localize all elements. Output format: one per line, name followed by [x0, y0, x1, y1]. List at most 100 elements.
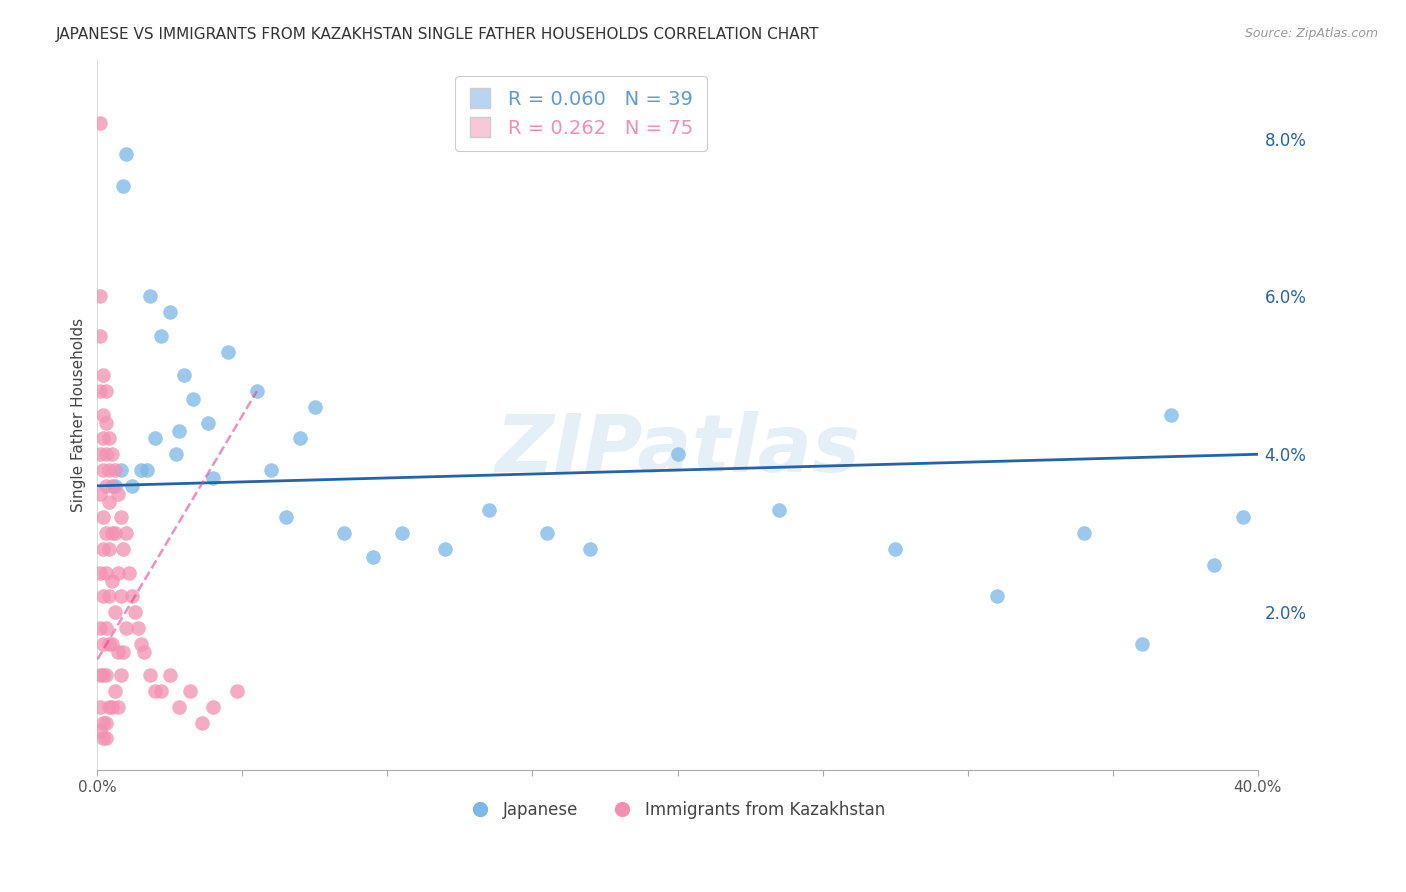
Point — [101, 526, 124, 541]
Point — [127, 621, 149, 635]
Point — [1073, 526, 1095, 541]
Point — [768, 502, 790, 516]
Point — [1160, 408, 1182, 422]
Point — [167, 424, 190, 438]
Point — [94, 447, 117, 461]
Point — [145, 684, 167, 698]
Point — [91, 463, 114, 477]
Point — [97, 637, 120, 651]
Point — [101, 574, 124, 588]
Point — [97, 494, 120, 508]
Point — [361, 549, 384, 564]
Point — [89, 621, 111, 635]
Point — [391, 526, 413, 541]
Point — [89, 723, 111, 738]
Point — [104, 463, 127, 477]
Point — [89, 699, 111, 714]
Point — [94, 731, 117, 746]
Point — [89, 329, 111, 343]
Point — [104, 605, 127, 619]
Point — [260, 463, 283, 477]
Point — [101, 699, 124, 714]
Point — [89, 384, 111, 398]
Point — [225, 684, 247, 698]
Point — [884, 541, 907, 556]
Point — [191, 715, 214, 730]
Point — [121, 590, 143, 604]
Point — [91, 590, 114, 604]
Point — [173, 368, 195, 383]
Point — [110, 463, 132, 477]
Point — [536, 526, 558, 541]
Point — [112, 541, 135, 556]
Point — [138, 289, 160, 303]
Point — [290, 432, 312, 446]
Point — [101, 479, 124, 493]
Point — [89, 668, 111, 682]
Point — [165, 447, 187, 461]
Point — [110, 510, 132, 524]
Point — [115, 147, 138, 161]
Point — [121, 479, 143, 493]
Point — [104, 479, 127, 493]
Point — [91, 541, 114, 556]
Point — [274, 510, 297, 524]
Point — [101, 637, 124, 651]
Point — [150, 684, 173, 698]
Point — [97, 432, 120, 446]
Point — [1130, 637, 1153, 651]
Point — [97, 699, 120, 714]
Point — [666, 447, 689, 461]
Point — [217, 344, 239, 359]
Point — [118, 566, 141, 580]
Point — [478, 502, 501, 516]
Point — [97, 590, 120, 604]
Point — [107, 644, 129, 658]
Point — [91, 408, 114, 422]
Point — [1232, 510, 1254, 524]
Point — [115, 526, 138, 541]
Point — [107, 699, 129, 714]
Point — [89, 566, 111, 580]
Text: ZIPatlas: ZIPatlas — [495, 411, 860, 490]
Point — [104, 684, 127, 698]
Text: Source: ZipAtlas.com: Source: ZipAtlas.com — [1244, 27, 1378, 40]
Point — [434, 541, 457, 556]
Point — [179, 684, 201, 698]
Point — [94, 621, 117, 635]
Point — [94, 526, 117, 541]
Point — [129, 637, 152, 651]
Point — [167, 699, 190, 714]
Point — [89, 487, 111, 501]
Point — [91, 637, 114, 651]
Point — [107, 566, 129, 580]
Text: JAPANESE VS IMMIGRANTS FROM KAZAKHSTAN SINGLE FATHER HOUSEHOLDS CORRELATION CHAR: JAPANESE VS IMMIGRANTS FROM KAZAKHSTAN S… — [56, 27, 820, 42]
Point — [333, 526, 356, 541]
Y-axis label: Single Father Households: Single Father Households — [72, 318, 86, 512]
Point — [246, 384, 269, 398]
Point — [145, 432, 167, 446]
Point — [94, 566, 117, 580]
Point — [124, 605, 146, 619]
Point — [986, 590, 1008, 604]
Point — [107, 487, 129, 501]
Point — [94, 668, 117, 682]
Point — [89, 289, 111, 303]
Point — [89, 447, 111, 461]
Point — [129, 463, 152, 477]
Point — [94, 715, 117, 730]
Point — [91, 510, 114, 524]
Point — [159, 305, 181, 319]
Point — [91, 715, 114, 730]
Point — [138, 668, 160, 682]
Point — [112, 644, 135, 658]
Point — [112, 178, 135, 193]
Point — [159, 668, 181, 682]
Point — [135, 463, 157, 477]
Legend: Japanese, Immigrants from Kazakhstan: Japanese, Immigrants from Kazakhstan — [463, 794, 891, 826]
Point — [115, 621, 138, 635]
Point — [97, 541, 120, 556]
Point — [89, 116, 111, 130]
Point — [94, 416, 117, 430]
Point — [132, 644, 155, 658]
